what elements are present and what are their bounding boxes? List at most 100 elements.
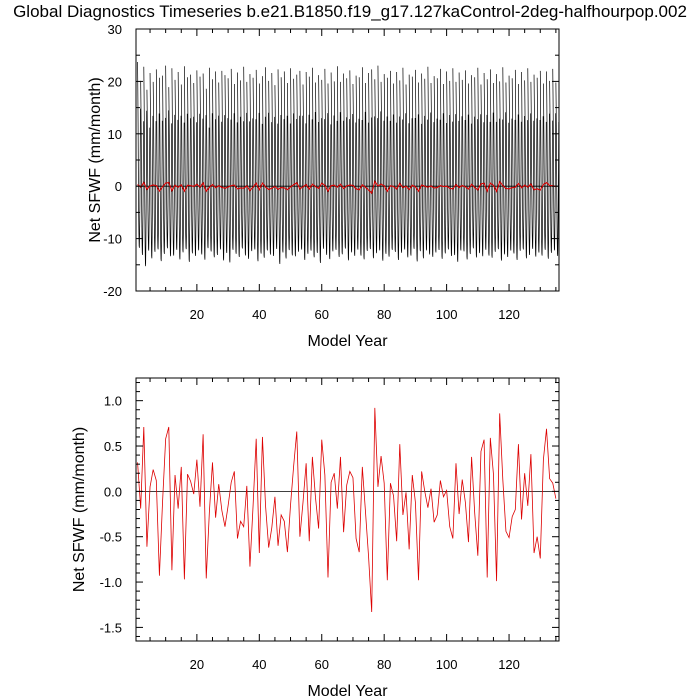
monthly-line-year <box>155 69 160 250</box>
monthly-line-year <box>337 66 341 257</box>
monthly-line-year <box>521 71 525 250</box>
y-tick-label: 20 <box>108 74 122 89</box>
monthly-line-year <box>174 79 179 250</box>
monthly-line-year <box>149 73 154 259</box>
monthly-line-year <box>230 68 235 250</box>
monthly-line-year <box>402 67 407 250</box>
monthly-line-year <box>383 74 388 254</box>
monthly-line-year <box>555 82 559 256</box>
annual-mean-line <box>137 407 557 613</box>
monthly-line-year <box>343 73 347 249</box>
monthly-line-year <box>305 71 310 254</box>
monthly-line-year <box>408 74 413 256</box>
monthly-line-year <box>312 67 316 258</box>
monthly-line-year <box>518 84 522 251</box>
monthly-line-year <box>196 70 201 251</box>
monthly-line-year <box>549 80 553 253</box>
y-tick-label: 0 <box>115 179 122 194</box>
monthly-line-year <box>187 77 191 262</box>
monthly-line-year <box>290 68 294 256</box>
monthly-line-year <box>427 66 432 255</box>
monthly-line-year <box>396 71 400 261</box>
monthly-line-year <box>277 69 282 265</box>
monthly-line-year <box>527 68 531 255</box>
y-tick-label: 1.0 <box>104 394 122 409</box>
monthly-line-year <box>283 71 288 259</box>
monthly-line-year <box>152 81 157 252</box>
y-tick-label: 30 <box>108 22 122 37</box>
x-tick-label: 20 <box>190 307 204 322</box>
monthly-line-year <box>386 77 391 257</box>
x-tick-label: 60 <box>315 307 329 322</box>
monthly-line-year <box>209 67 213 252</box>
monthly-line-year <box>499 81 503 261</box>
monthly-line-year <box>146 89 151 251</box>
x-tick-label: 60 <box>315 657 329 672</box>
monthly-line-year <box>493 82 497 252</box>
monthly-line-year <box>496 74 500 250</box>
y-tick-label: 0.5 <box>104 439 122 454</box>
monthly-line-year <box>193 82 197 256</box>
x-axis-label: Model Year <box>307 333 388 350</box>
monthly-line-year <box>190 74 194 254</box>
x-tick-label: 100 <box>436 657 458 672</box>
monthly-line-year <box>436 78 441 251</box>
monthly-line-year <box>137 62 141 248</box>
monthly-line-year <box>346 78 350 261</box>
y-tick-label: -1.0 <box>100 575 122 590</box>
monthly-line-year <box>443 84 447 254</box>
monthly-line-year <box>180 84 185 253</box>
y-tick-label: -1.5 <box>100 620 122 635</box>
monthly-line-year <box>562 79 563 174</box>
x-tick-label: 120 <box>498 657 520 672</box>
monthly-line-year <box>449 80 453 257</box>
monthly-line-year <box>240 80 244 249</box>
monthly-line-year <box>390 70 394 250</box>
monthly-line-year <box>262 76 266 258</box>
monthly-line-year <box>465 70 469 260</box>
y-tick-label: -20 <box>103 284 122 299</box>
monthly-line-year <box>424 78 428 251</box>
monthly-line-year <box>505 82 510 258</box>
x-tick-label: 20 <box>190 657 204 672</box>
monthly-line-year <box>446 71 450 250</box>
monthly-line-year <box>565 70 566 172</box>
y-axis-label: Net SFWF (mm/month) <box>71 427 88 592</box>
monthly-line-year <box>237 72 241 258</box>
monthly-line-year <box>246 81 251 259</box>
monthly-line-year <box>393 83 397 252</box>
monthly-line-year <box>218 82 222 250</box>
monthly-line-year <box>162 75 166 254</box>
monthly-line-year <box>371 69 375 259</box>
monthly-line-year <box>224 75 229 254</box>
monthly-line-year <box>287 82 291 251</box>
monthly-line-year <box>221 70 226 261</box>
monthly-line-year <box>321 79 325 249</box>
monthly-line-year <box>489 69 494 258</box>
monthly-line-year <box>327 83 332 260</box>
monthly-line-year <box>333 81 338 250</box>
y-tick-label: -0.5 <box>100 530 122 545</box>
page-title: Global Diagnostics Timeseries b.e21.B185… <box>13 2 687 21</box>
annual-mean-line <box>137 180 557 195</box>
monthly-line-year <box>255 69 260 262</box>
monthly-line-year <box>227 78 232 263</box>
monthly-line-year <box>552 68 556 251</box>
y-tick-label: 10 <box>108 127 122 142</box>
monthly-line-year <box>215 71 219 256</box>
monthly-line-year <box>143 66 148 267</box>
monthly-line-year <box>455 81 460 262</box>
monthly-line-year <box>374 79 379 254</box>
monthly-line-year <box>433 76 438 253</box>
monthly-line-year <box>430 82 435 257</box>
monthly-line-year <box>405 84 410 258</box>
monthly-line-year <box>543 83 547 250</box>
monthly-line-year <box>355 75 360 250</box>
monthly-line-year <box>514 69 519 260</box>
monthly-line-year <box>233 84 238 254</box>
monthly-line-year <box>461 79 466 252</box>
monthly-line-year <box>302 84 307 260</box>
monthly-line-year <box>468 83 472 255</box>
x-axis-label: Model Year <box>307 683 388 700</box>
monthly-line-year <box>421 73 425 259</box>
